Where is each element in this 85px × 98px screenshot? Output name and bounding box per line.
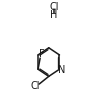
- Text: F: F: [39, 49, 44, 59]
- Text: N: N: [58, 65, 65, 75]
- Text: Cl: Cl: [49, 2, 59, 12]
- Text: H: H: [50, 10, 57, 20]
- Text: Cl: Cl: [31, 82, 40, 92]
